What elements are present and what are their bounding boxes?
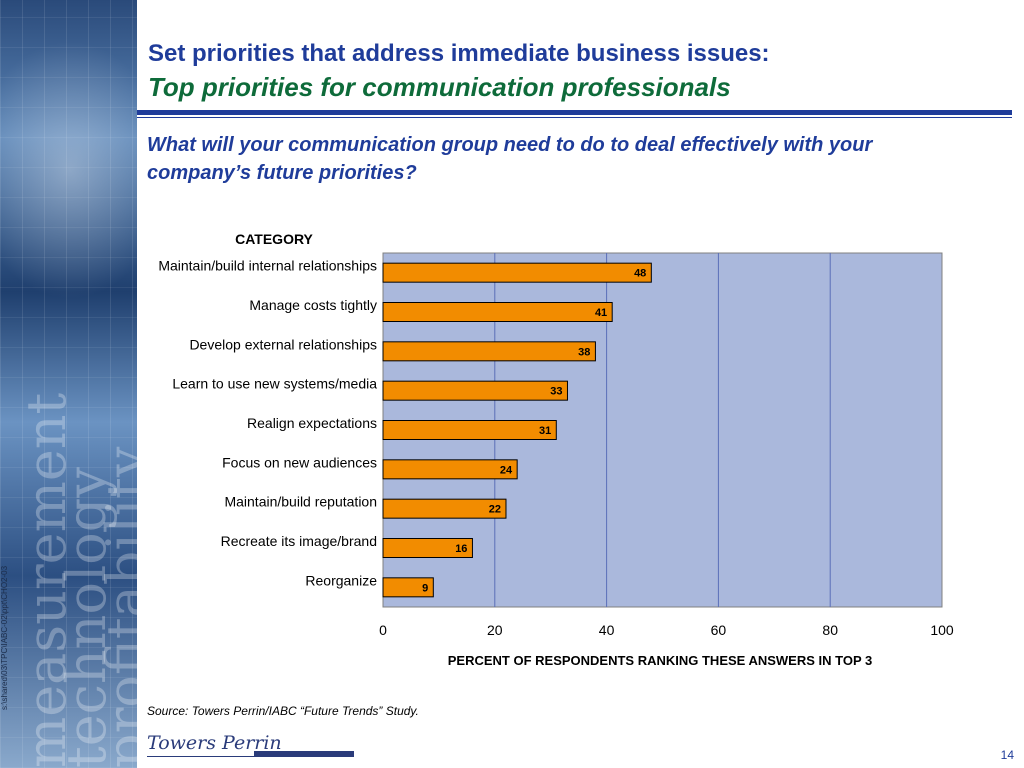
logo-underline: [147, 756, 354, 757]
company-logo: Towers Perrin: [147, 732, 282, 754]
x-tick-label: 100: [930, 622, 954, 638]
category-label: Recreate its image/brand: [221, 533, 377, 549]
bar: [382, 538, 473, 558]
title-rule-thick: [137, 110, 1012, 115]
x-tick-label: 40: [599, 622, 615, 638]
page-number: 14: [1000, 748, 1014, 762]
category-header: CATEGORY: [235, 231, 313, 247]
bar: [382, 380, 568, 401]
bar-value-label: 41: [595, 307, 607, 319]
bar: [382, 459, 518, 480]
slide-title: Set priorities that address immediate bu…: [148, 40, 770, 67]
category-label: Learn to use new systems/media: [172, 376, 377, 392]
bar: [382, 341, 596, 362]
panel-grid-texture: [0, 0, 137, 768]
source-note: Source: Towers Perrin/IABC “Future Trend…: [147, 704, 419, 718]
category-label: Manage costs tightly: [249, 297, 377, 313]
bar: [382, 498, 507, 519]
x-tick-label: 80: [822, 622, 838, 638]
bar-value-label: 24: [500, 464, 513, 476]
category-label: Maintain/build internal relationships: [158, 258, 377, 274]
bar-value-label: 38: [578, 346, 590, 358]
bar-value-label: 9: [422, 582, 428, 594]
bar-value-label: 16: [455, 543, 467, 555]
category-label: Reorganize: [305, 572, 377, 588]
title-rule-thin: [137, 117, 1012, 118]
category-label: Focus on new audiences: [222, 454, 377, 470]
survey-question: What will your communication group need …: [147, 134, 873, 184]
x-axis-title: PERCENT OF RESPONDENTS RANKING THESE ANS…: [447, 653, 873, 668]
bar-value-label: 33: [550, 386, 562, 398]
bar-value-label: 22: [489, 504, 501, 516]
category-label: Maintain/build reputation: [224, 494, 377, 510]
slide-subtitle: Top priorities for communication profess…: [148, 72, 731, 102]
x-tick-label: 20: [487, 622, 503, 638]
logo-bar: [254, 751, 354, 756]
bar: [382, 302, 613, 322]
bar: [382, 262, 652, 283]
bar-value-label: 48: [634, 268, 646, 280]
panel-glow: [0, 40, 137, 300]
bar-value-label: 31: [539, 425, 551, 437]
x-tick-label: 0: [379, 622, 387, 638]
side-decorative-panel: measurement technology profitability com…: [0, 0, 137, 768]
bar: [382, 577, 434, 598]
x-tick-label: 60: [711, 622, 727, 638]
category-label: Develop external relationships: [189, 336, 377, 352]
category-label: Realign expectations: [247, 415, 377, 431]
bar: [382, 420, 557, 440]
